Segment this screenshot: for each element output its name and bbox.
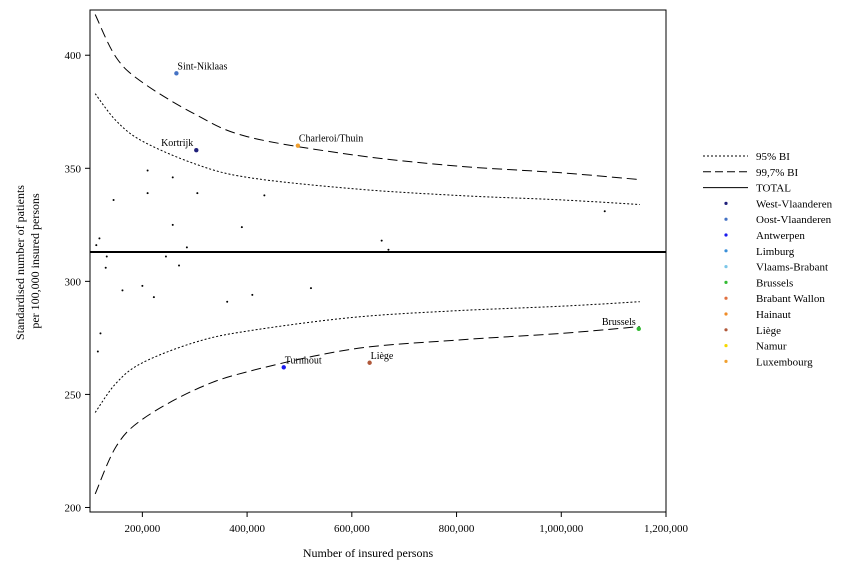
- x-tick-label: 800,000: [439, 523, 475, 535]
- legend-marker: [724, 265, 728, 269]
- data-point: [164, 255, 167, 258]
- x-tick-label: 200,000: [124, 523, 160, 535]
- legend-marker: [724, 344, 728, 348]
- data-point: [171, 176, 174, 179]
- data-point: [380, 239, 383, 242]
- highlighted-point: [295, 143, 301, 148]
- x-axis-title: Number of insured persons: [303, 546, 434, 560]
- legend-label: Namur: [756, 341, 787, 353]
- ci-997-lower-line: [94, 326, 640, 495]
- ci-95-lower-line: [94, 301, 640, 413]
- x-tick-label: 400,000: [229, 523, 265, 535]
- highlighted-point: [194, 147, 199, 153]
- legend-marker: [724, 312, 728, 316]
- legend-label: TOTAL: [756, 183, 791, 195]
- highlighted-point: [636, 326, 641, 332]
- y-tick-label: 400: [65, 50, 82, 62]
- legend-label: Vlaams-Brabant: [756, 262, 828, 274]
- point-label: Charleroi/Thuin: [299, 134, 363, 145]
- x-axis: 200,000 400,000 600,000 800,000 1,000,000 1,2…: [124, 512, 689, 535]
- data-point: [196, 192, 199, 195]
- legend-label: Limburg: [756, 246, 795, 258]
- legend-marker: [724, 201, 728, 205]
- data-points: [95, 71, 641, 370]
- data-point: [146, 192, 149, 195]
- legend-label: Antwerpen: [756, 230, 805, 242]
- highlighted-point: [281, 365, 286, 370]
- point-label: Brussels: [602, 317, 636, 328]
- legend-label: Brabant Wallon: [756, 293, 825, 305]
- data-point: [226, 300, 229, 303]
- legend-marker: [724, 328, 728, 332]
- ci-997-upper-line: [94, 14, 640, 181]
- legend-marker: [724, 280, 728, 284]
- data-point: [309, 287, 312, 290]
- y-axis-title-line-1: Standardised number of patients: [13, 185, 27, 340]
- legend-label: Oost-Vlaanderen: [756, 214, 832, 226]
- legend-marker: [724, 249, 728, 253]
- data-point: [240, 226, 243, 229]
- x-tick-label: 600,000: [334, 523, 370, 535]
- data-point: [171, 223, 174, 226]
- legend-label: Hainaut: [756, 309, 791, 321]
- data-point: [152, 296, 155, 299]
- y-tick-label: 350: [65, 163, 82, 175]
- data-point: [96, 350, 99, 353]
- legend-marker: [724, 359, 728, 363]
- data-point: [185, 246, 188, 249]
- data-point: [121, 289, 124, 292]
- x-tick-label: 1,000,000: [539, 523, 584, 535]
- y-axis: 200 250 300 350 400: [65, 50, 90, 514]
- legend: 95% BI 99,7% BI TOTAL West-Vlaanderen Oost-V…: [703, 151, 833, 368]
- legend-label: West-Vlaanderen: [756, 198, 833, 210]
- ci-95-upper-line: [94, 93, 640, 205]
- legend-marker: [724, 217, 728, 221]
- legend-marker: [724, 233, 728, 237]
- data-point: [98, 237, 101, 240]
- data-point: [387, 248, 390, 251]
- highlighted-point: [367, 360, 372, 365]
- point-labels: Sint-Niklaas Kortrijk Charleroi/Thuin Bruss…: [161, 61, 636, 366]
- highlighted-point: [174, 71, 179, 76]
- data-point: [104, 266, 107, 269]
- legend-label: 95% BI: [756, 151, 790, 163]
- legend-label: Liège: [756, 325, 781, 337]
- y-axis-title: Standardised number of patients per 100,…: [13, 182, 42, 340]
- y-tick-label: 250: [65, 389, 82, 401]
- y-axis-title-line-2: per 100,000 insured persons: [28, 193, 42, 329]
- data-point: [99, 332, 102, 335]
- data-point: [146, 169, 149, 172]
- data-point: [95, 244, 98, 247]
- legend-label: Luxembourg: [756, 356, 813, 368]
- x-tick-label: 1,200,000: [644, 523, 689, 535]
- plot-frame: [89, 9, 667, 513]
- data-point: [603, 210, 606, 213]
- data-point: [105, 255, 108, 258]
- data-point: [251, 293, 254, 296]
- legend-label: 99,7% BI: [756, 167, 799, 179]
- point-label: Sint-Niklaas: [177, 61, 227, 72]
- legend-marker: [724, 296, 728, 300]
- y-tick-label: 200: [65, 502, 82, 514]
- legend-label: Brussels: [756, 277, 793, 289]
- confidence-bands: [94, 14, 640, 495]
- point-label: Liège: [371, 351, 394, 362]
- data-point: [112, 198, 115, 201]
- point-label: Turnhout: [285, 355, 322, 366]
- data-point: [141, 284, 144, 287]
- point-label: Kortrijk: [161, 138, 193, 149]
- y-tick-label: 300: [65, 276, 82, 288]
- data-point: [263, 194, 266, 197]
- data-point: [178, 264, 181, 267]
